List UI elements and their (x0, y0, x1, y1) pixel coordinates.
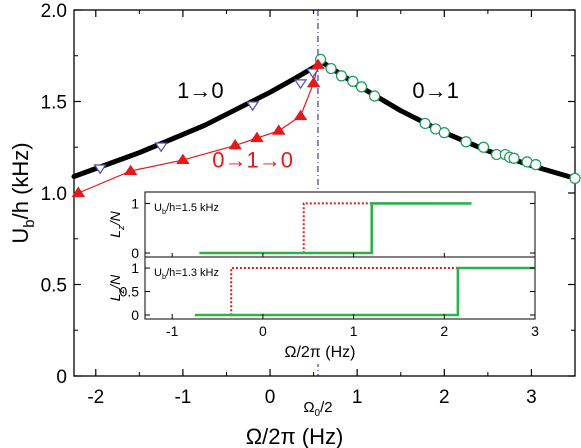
inset-x-tick-label: -1 (166, 323, 179, 339)
marker-0to1to0 (306, 76, 321, 88)
inset-x-tick-label: 3 (531, 323, 539, 339)
marker-0to1 (325, 62, 337, 75)
marker-0to1 (508, 152, 520, 164)
marker-0to1 (355, 81, 368, 93)
inset-x-tick-label: 2 (440, 323, 448, 339)
marker-1to0 (93, 164, 107, 175)
y-tick-label: 1.5 (41, 93, 67, 114)
marker-0to1 (530, 159, 542, 171)
x-tick-label: 2 (439, 387, 450, 408)
inset-x-tick-label: 0 (259, 323, 267, 339)
marker-0to1to0 (71, 186, 86, 197)
marker-0to1 (335, 70, 348, 82)
vline-label: Ω0/2 (303, 399, 332, 419)
inset-background (85, 192, 535, 364)
inset-panel-label: Ub/h=1.3 kHz (154, 267, 219, 281)
marker-0to1to0 (293, 109, 308, 121)
marker-0to1to0 (176, 153, 190, 165)
annotation-1to0: 1→0 (177, 78, 223, 103)
inset-y-tick-label: 1 (131, 195, 139, 211)
x-tick-label: 3 (526, 387, 537, 408)
marker-0to1 (477, 141, 490, 153)
inset-curve-solid (199, 202, 472, 255)
marker-0to1 (419, 117, 431, 130)
x-tick-label: -2 (87, 387, 104, 408)
y-tick-label: 1.0 (41, 184, 67, 205)
y-tick-label: 2.0 (41, 1, 67, 22)
series-1to0-curve (71, 62, 321, 179)
marker-1to0 (306, 68, 320, 79)
inset-y-axis-label: Lz/N (107, 210, 127, 237)
marker-0to1to0 (123, 164, 138, 176)
marker-1to0 (293, 79, 308, 90)
marker-0to1 (438, 127, 450, 139)
marker-0to1 (347, 75, 359, 87)
marker-1to0 (245, 101, 260, 112)
x-tick-label: -1 (174, 387, 191, 408)
inset-y-tick-label: 0.5 (120, 284, 140, 300)
y-tick-label: 0 (56, 367, 67, 388)
y-tick-label: 0.5 (41, 276, 67, 297)
inset-y-tick-label: 0 (131, 245, 139, 261)
marker-0to1 (369, 90, 381, 102)
main-chart: 00.51.01.52.0-2 -1 0 1 2 3Ω/2π (Hz)Ub/h (kHz)… (8, 1, 581, 448)
inset-panel-frame (144, 256, 536, 320)
marker-0to1 (569, 172, 581, 184)
marker-0to1to0 (250, 131, 264, 143)
x-tick-label: 0 (265, 387, 276, 408)
inset-y-tick-label: 1 (131, 260, 139, 276)
inset-panel-label: Ub/h=1.5 kHz (154, 202, 219, 216)
marker-0to1to0 (272, 124, 286, 135)
y-axis-label: Ub/h (kHz) (8, 142, 38, 243)
x-tick-label: 1 (352, 387, 363, 408)
marker-0to1to0 (228, 138, 242, 150)
inset-x-axis-label: Ω/2π (Hz) (285, 344, 356, 361)
inset-x-tick-label: 1 (350, 323, 358, 339)
inset-y-axis-label: Lz/N (107, 274, 127, 301)
marker-0to1to0 (311, 58, 325, 69)
annotation-0to1to0: 0→1→0 (212, 147, 293, 172)
marker-0to1 (460, 136, 472, 148)
x-axis-label: Ω/2π (Hz) (246, 424, 344, 448)
inset-y-tick-label: 0 (131, 307, 139, 323)
marker-1to0 (154, 142, 168, 153)
inset-curve-solid (194, 266, 535, 317)
annotation-0to1: 0→1 (412, 78, 458, 103)
